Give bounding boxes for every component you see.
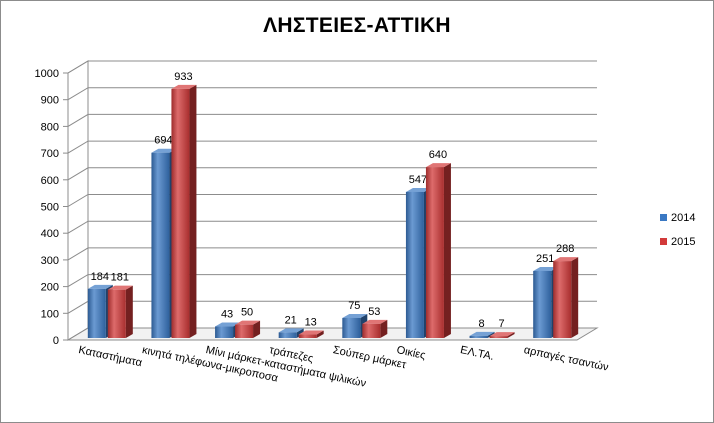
- gridline: [67, 220, 597, 234]
- y-tick-label: 900: [41, 95, 59, 107]
- data-label: 547: [409, 174, 427, 186]
- gridline: [67, 194, 597, 207]
- bar-2015: [362, 323, 381, 338]
- bar-2014: [342, 317, 361, 338]
- bar-2014: [533, 270, 552, 338]
- x-tick-label: ΕΛ.ΤΑ.: [459, 344, 495, 363]
- bar-2015: [425, 167, 444, 338]
- bar-2015: [171, 88, 190, 338]
- y-tick-label: 200: [41, 282, 59, 294]
- y-tick-label: 100: [41, 308, 59, 320]
- y-tick-label: 600: [41, 175, 59, 187]
- data-label: 694: [154, 135, 172, 147]
- data-label: 13: [305, 317, 317, 329]
- floor: [66, 327, 599, 341]
- bar-top: [107, 285, 133, 290]
- bar-2015: [107, 289, 126, 338]
- y-tick-label: 800: [41, 121, 59, 133]
- data-label: 7: [499, 318, 505, 330]
- bar-2014: [215, 326, 234, 338]
- y-tick-label: 1000: [35, 68, 59, 80]
- gridline: [67, 274, 597, 288]
- bar-2014: [405, 191, 424, 338]
- y-tick-label: 700: [41, 148, 59, 160]
- bar-side: [380, 319, 388, 338]
- gridline: [67, 247, 597, 261]
- bar-side: [189, 84, 197, 338]
- y-tick-label: 300: [41, 255, 59, 267]
- bar-side: [296, 328, 304, 338]
- bar-top: [215, 322, 241, 327]
- bar-side: [487, 331, 495, 338]
- gridline: [67, 113, 597, 127]
- data-label: 181: [111, 272, 129, 284]
- bar-top: [362, 319, 388, 324]
- data-label: 288: [556, 243, 574, 255]
- bar-side: [316, 330, 324, 338]
- bar-2015: [489, 336, 508, 338]
- bar-top: [151, 148, 177, 153]
- data-label: 50: [241, 307, 253, 319]
- bar-2014: [278, 332, 297, 338]
- bar-top: [298, 330, 324, 335]
- gridline: [67, 300, 597, 314]
- x-tick-label: αρπαγές τσαντών: [523, 344, 610, 374]
- y-tick-label: 500: [41, 202, 59, 214]
- data-label: 251: [536, 253, 554, 265]
- bar-top: [342, 313, 368, 318]
- bar-top: [425, 163, 451, 168]
- data-label: 640: [429, 149, 447, 161]
- bar-side: [507, 332, 515, 338]
- bar-2015: [235, 324, 254, 338]
- gridline: [67, 87, 597, 101]
- y-tick-label: 0: [53, 335, 59, 347]
- bar-top: [489, 332, 515, 337]
- x-tick-label: Καταστήματα: [77, 344, 143, 369]
- legend-swatch: [660, 214, 667, 221]
- bar-2015: [553, 261, 572, 338]
- bar-2014: [469, 335, 488, 338]
- y-tick-label: 400: [41, 228, 59, 240]
- bar-top: [278, 328, 304, 333]
- bar-top: [553, 257, 579, 262]
- data-label: 8: [479, 318, 485, 330]
- legend-label: 2015: [671, 236, 695, 248]
- bar-2015: [298, 334, 317, 338]
- legend-swatch: [660, 238, 667, 245]
- bar-side: [443, 163, 451, 338]
- bar-top: [87, 284, 113, 289]
- bar-top: [171, 84, 197, 89]
- data-label: 53: [368, 306, 380, 318]
- bar-top: [533, 266, 559, 271]
- bar-side: [571, 257, 579, 338]
- bar-2014: [151, 152, 170, 338]
- legend-label: 2014: [671, 212, 695, 224]
- gridline: [67, 167, 597, 181]
- chart-title: ΛΗΣΤΕΙΕΣ-ΑΤΤΙΚΗ: [263, 14, 451, 37]
- bar-side: [125, 285, 133, 338]
- bar-2014: [87, 288, 106, 338]
- gridline: [67, 60, 597, 74]
- gridline: [67, 140, 597, 154]
- data-label: 43: [221, 309, 233, 321]
- bar-top: [405, 187, 431, 192]
- bar-top: [469, 331, 495, 336]
- data-label: 933: [174, 71, 192, 83]
- x-tick-label: Οικίες: [396, 344, 427, 362]
- data-label: 21: [285, 314, 297, 326]
- data-label: 184: [91, 271, 109, 283]
- bar-top: [235, 320, 261, 325]
- bar-side: [253, 320, 261, 338]
- data-label: 75: [348, 300, 360, 312]
